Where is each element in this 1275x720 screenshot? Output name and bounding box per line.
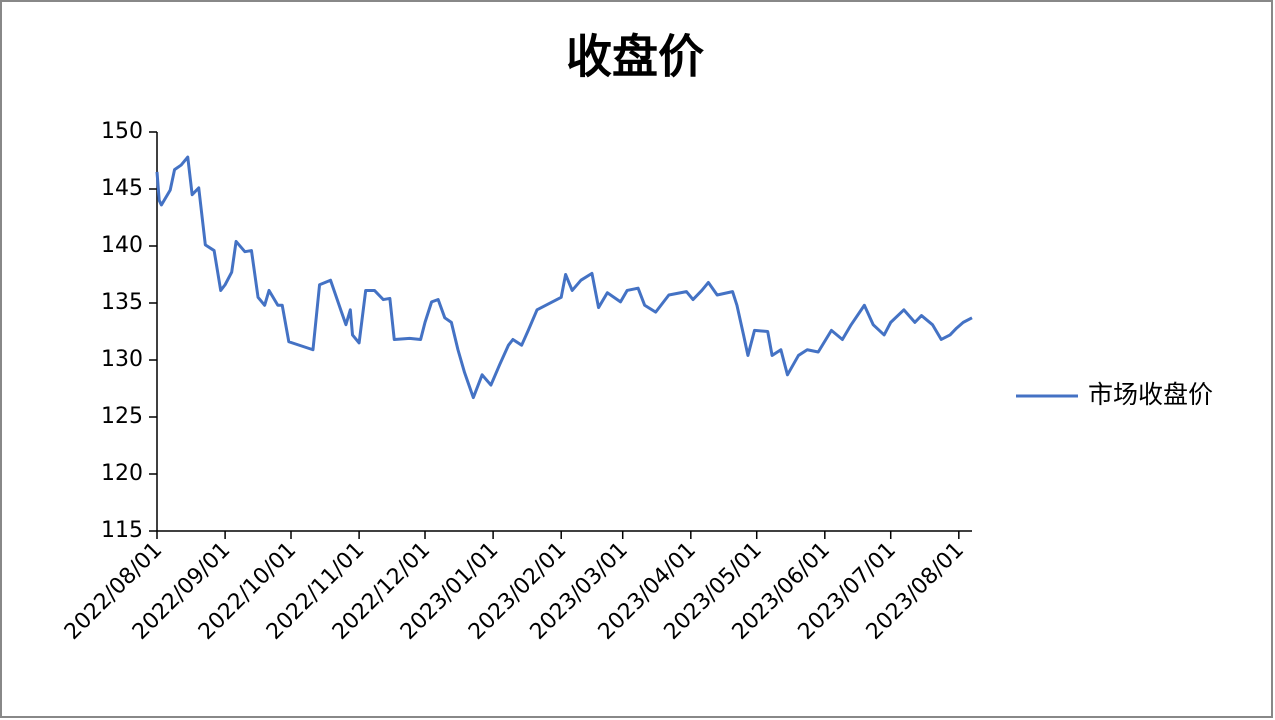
y-tick-label: 135 — [101, 290, 143, 315]
y-tick-label: 140 — [101, 233, 143, 258]
y-tick-label: 115 — [101, 518, 143, 543]
y-tick-label: 120 — [101, 461, 143, 486]
y-tick-label: 145 — [101, 176, 143, 201]
chart-title: 收盘价 — [566, 30, 704, 84]
line-series — [155, 155, 973, 400]
y-tick-label: 150 — [101, 119, 143, 144]
y-tick-label: 125 — [101, 404, 143, 429]
y-tick-label: 130 — [101, 347, 143, 372]
legend-label: 市场收盘价 — [1088, 380, 1213, 409]
